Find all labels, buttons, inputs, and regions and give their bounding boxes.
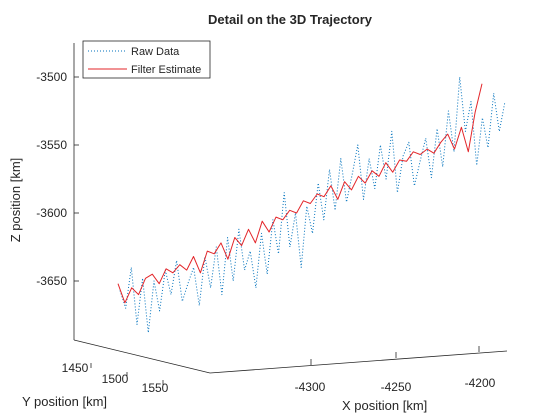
- tick-group: -3500 -3550 -3600 -3650 1450 1500 1550 -4300 -42…: [36, 70, 495, 395]
- x-axis-line: [209, 350, 508, 374]
- x-tick-label: -4300: [295, 380, 326, 394]
- y-tick-label: 1550: [142, 381, 169, 395]
- axes-frame: [73, 43, 508, 374]
- legend-filter-estimate-label: Filter Estimate: [131, 64, 201, 76]
- y-tick-label: 1450: [62, 361, 89, 375]
- z-tick-label: -3650: [36, 274, 67, 288]
- filter-estimate-series: [117, 83, 483, 304]
- y-axis-label: Y position [km]: [22, 394, 107, 409]
- y-axis-line: [73, 339, 211, 374]
- x-tick-label: -4200: [465, 376, 496, 390]
- legend[interactable]: Raw Data Filter Estimate: [82, 40, 211, 79]
- legend-box: [82, 40, 211, 79]
- y-tick-label: 1500: [102, 372, 129, 386]
- x-axis-label: X position [km]: [342, 398, 427, 413]
- z-tick-label: -3550: [36, 138, 67, 152]
- z-tick-label: -3500: [36, 70, 67, 84]
- raw-data-series: [119, 76, 506, 334]
- raw-data-line: [119, 76, 506, 334]
- filter-estimate-line: [117, 83, 483, 304]
- x-tick-label: -4250: [381, 380, 412, 394]
- z-axis-label: Z position [km]: [8, 158, 23, 243]
- z-tick-label: -3600: [36, 206, 67, 220]
- chart-title: Detail on the 3D Trajectory: [208, 12, 373, 27]
- legend-raw-data-label: Raw Data: [131, 46, 180, 58]
